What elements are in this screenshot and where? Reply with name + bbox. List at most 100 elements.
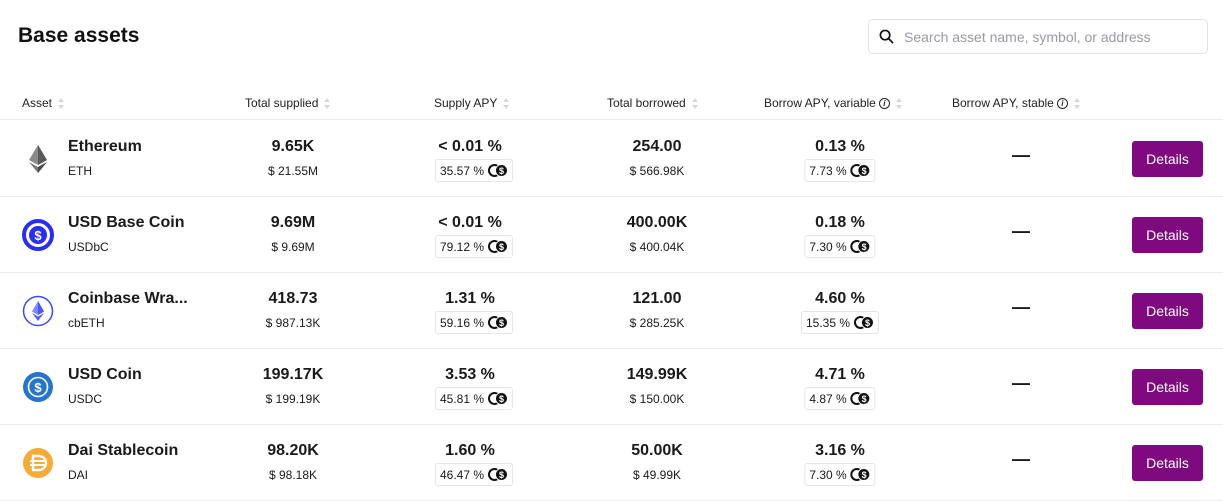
details-button[interactable]: Details — [1132, 141, 1203, 177]
incentive-icon: $ — [850, 240, 871, 253]
usdc-icon: $ — [22, 371, 54, 403]
incentive-icon: $ — [850, 468, 871, 481]
search-input[interactable] — [904, 28, 1194, 45]
supply-apy: 3.53 % — [445, 366, 495, 383]
sort-icon — [324, 97, 331, 109]
borrow-apy-variable: 4.60 % — [815, 290, 865, 307]
supply-incentive-badge[interactable]: 35.57 % $ — [434, 159, 514, 182]
column-asset[interactable]: Asset — [22, 96, 65, 110]
column-total-supplied[interactable]: Total supplied — [245, 96, 331, 110]
column-label: Total borrowed — [607, 96, 686, 110]
supply-incentive-badge[interactable]: 45.81 % $ — [434, 387, 514, 410]
info-icon[interactable]: i — [1056, 97, 1068, 109]
asset-symbol: DAI — [68, 468, 89, 482]
column-borrow-apy-stable[interactable]: Borrow APY, stable i — [952, 96, 1081, 110]
borrow-incentive-badge[interactable]: 15.35 % $ — [800, 311, 880, 334]
details-button[interactable]: Details — [1132, 369, 1203, 405]
table-row[interactable]: Dai Stablecoin DAI 98.20K $ 98.18K 1.60 … — [0, 425, 1223, 501]
asset-symbol: USDC — [68, 392, 103, 406]
total-supplied: 9.69M — [270, 214, 316, 231]
total-supplied-usd: $ 21.55M — [267, 164, 319, 178]
table-row[interactable]: Ethereum ETH 9.65K $ 21.55M < 0.01 % 35.… — [0, 121, 1223, 197]
total-supplied-usd: $ 9.69M — [271, 240, 315, 254]
borrow-apy-variable: 0.18 % — [815, 214, 865, 231]
incentive-icon: $ — [854, 316, 875, 329]
total-borrowed-usd: $ 285.25K — [629, 316, 685, 330]
borrow-incentive-badge[interactable]: 7.30 % $ — [804, 463, 876, 486]
incentive-value: 79.12 % — [439, 239, 485, 254]
column-label: Borrow APY, variable — [764, 96, 876, 110]
total-borrowed-usd: $ 49.99K — [632, 468, 682, 482]
incentive-value: 15.35 % — [805, 315, 851, 330]
borrow-incentive-badge[interactable]: 7.73 % $ — [804, 159, 876, 182]
borrow-apy-variable: 0.13 % — [815, 138, 865, 155]
total-borrowed: 254.00 — [632, 138, 682, 155]
supply-apy: 1.31 % — [445, 290, 495, 307]
info-icon[interactable]: i — [878, 97, 890, 109]
incentive-icon: $ — [850, 164, 871, 177]
incentive-icon: $ — [488, 240, 509, 253]
borrow-apy-stable: — — [1012, 297, 1030, 317]
supply-incentive-badge[interactable]: 59.16 % $ — [434, 311, 514, 334]
incentive-value: 7.30 % — [809, 239, 847, 254]
cbeth-icon — [22, 295, 54, 327]
sort-icon — [58, 97, 65, 109]
supply-incentive-badge[interactable]: 46.47 % $ — [434, 463, 514, 486]
total-borrowed-usd: $ 566.98K — [629, 164, 685, 178]
incentive-icon: $ — [488, 392, 509, 405]
asset-name: USD Coin — [68, 366, 142, 383]
column-label: Supply APY — [434, 96, 498, 110]
supply-incentive-badge[interactable]: 79.12 % $ — [434, 235, 514, 258]
column-borrow-apy-variable[interactable]: Borrow APY, variable i — [764, 96, 903, 110]
asset-name: USD Base Coin — [68, 214, 185, 231]
details-button[interactable]: Details — [1132, 217, 1203, 253]
incentive-value: 35.57 % — [439, 163, 485, 178]
supply-apy: < 0.01 % — [438, 138, 502, 155]
asset-name: Dai Stablecoin — [68, 442, 179, 459]
column-label: Asset — [22, 96, 53, 110]
ethereum-icon — [22, 143, 54, 175]
asset-name: Coinbase Wra... — [68, 290, 188, 307]
table-row[interactable]: $ USD Coin USDC 199.17K $ 199.19K 3.53 %… — [0, 349, 1223, 425]
column-total-borrowed[interactable]: Total borrowed — [607, 96, 699, 110]
borrow-incentive-badge[interactable]: 7.30 % $ — [804, 235, 876, 258]
asset-symbol: ETH — [68, 164, 92, 178]
search-icon — [879, 29, 894, 44]
total-supplied: 98.20K — [267, 442, 319, 459]
total-borrowed: 400.00K — [626, 214, 688, 231]
borrow-apy-stable: — — [1012, 449, 1030, 469]
column-label: Borrow APY, stable — [952, 96, 1054, 110]
total-borrowed: 50.00K — [631, 442, 683, 459]
search-box[interactable] — [868, 19, 1208, 54]
total-supplied: 418.73 — [268, 290, 318, 307]
incentive-value: 7.30 % — [809, 467, 847, 482]
svg-text:$: $ — [34, 380, 42, 395]
borrow-apy-variable: 3.16 % — [815, 442, 865, 459]
sort-icon — [691, 97, 699, 109]
borrow-incentive-badge[interactable]: 4.87 % $ — [804, 387, 876, 410]
total-supplied-usd: $ 199.19K — [265, 392, 321, 406]
table-row[interactable]: $ USD Base Coin USDbC 9.69M $ 9.69M < 0.… — [0, 197, 1223, 273]
column-supply-apy[interactable]: Supply APY — [434, 96, 510, 110]
table-header: Asset Total supplied Supply APY Total bo… — [0, 92, 1223, 120]
incentive-icon: $ — [488, 164, 509, 177]
borrow-apy-stable: — — [1012, 145, 1030, 165]
total-supplied: 9.65K — [271, 138, 315, 155]
total-supplied-usd: $ 987.13K — [265, 316, 321, 330]
total-borrowed: 121.00 — [632, 290, 682, 307]
details-button[interactable]: Details — [1132, 293, 1203, 329]
sort-icon — [503, 97, 510, 109]
incentive-value: 59.16 % — [439, 315, 485, 330]
supply-apy: 1.60 % — [445, 442, 495, 459]
usdbc-icon: $ — [22, 219, 54, 251]
total-borrowed-usd: $ 150.00K — [629, 392, 685, 406]
sort-icon — [1073, 97, 1081, 109]
asset-symbol: USDbC — [68, 240, 109, 254]
borrow-apy-stable: — — [1012, 221, 1030, 241]
details-button[interactable]: Details — [1132, 445, 1203, 481]
incentive-value: 46.47 % — [439, 467, 485, 482]
sort-icon — [895, 97, 903, 109]
column-label: Total supplied — [245, 96, 319, 110]
total-supplied-usd: $ 98.18K — [268, 468, 318, 482]
table-row[interactable]: Coinbase Wra... cbETH 418.73 $ 987.13K 1… — [0, 273, 1223, 349]
